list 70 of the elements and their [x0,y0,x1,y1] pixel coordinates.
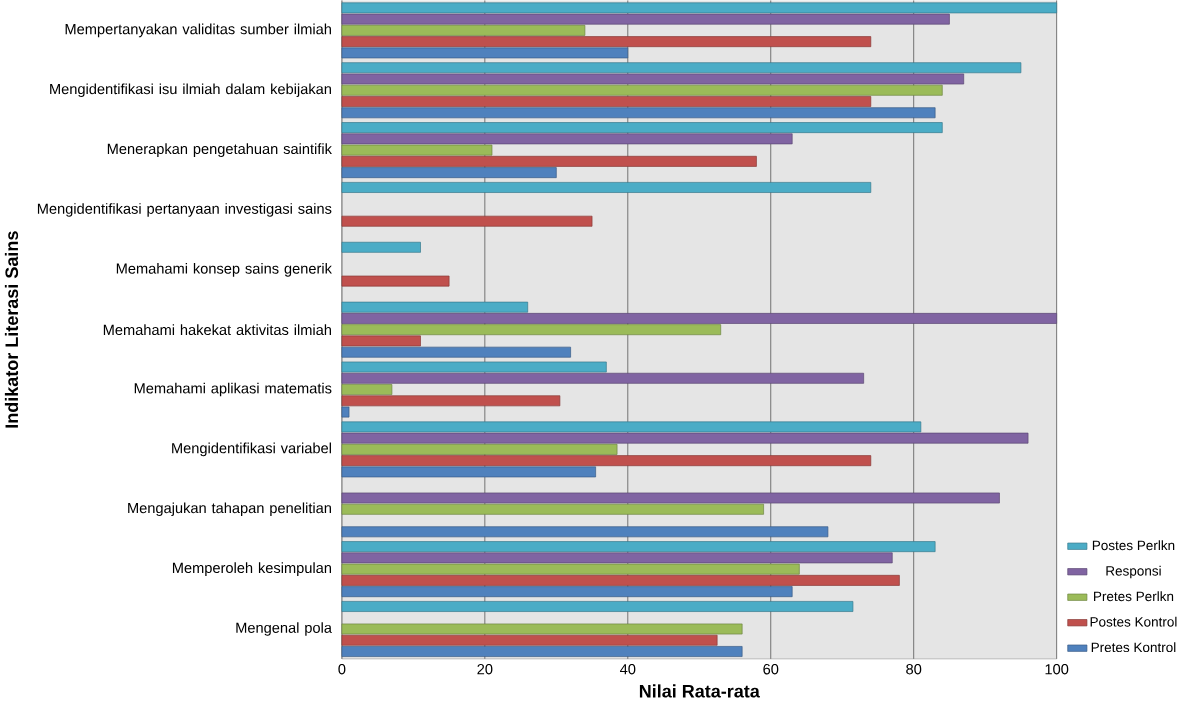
bar [341,62,1022,73]
bar [341,324,722,335]
y-axis-title: Indikator Literasi Sains [4,231,19,428]
bar [341,133,793,145]
x-tick-label: 20 [477,663,493,675]
bar [341,455,872,466]
bar [341,155,757,167]
bar [341,335,421,347]
bar [341,301,529,313]
y-tick-label: Memahami konsep sains generik [116,262,332,277]
bar [341,492,1000,504]
bar [341,312,1057,324]
y-tick-label: Mengidentifikasi isu ilmiah dalam kebijakan [50,83,331,97]
bar [341,95,872,107]
x-tick-label: 40 [619,663,636,675]
bar [341,181,872,193]
bar [341,466,596,478]
bar [341,107,936,118]
y-tick-label: Memahami hakekat aktivitas ilmiah [103,324,331,335]
bar [341,540,936,552]
bar [341,421,922,433]
bar [341,166,557,178]
bar [341,526,829,537]
y-tick-label: Memahami aplikasi matematis [134,382,332,397]
bar [341,241,421,253]
bar [341,406,350,418]
bar [341,47,629,59]
y-tick-label: Mengidentifikasi pertanyaan investigasi sains [37,202,332,217]
bar [341,623,743,635]
bar [341,383,393,395]
bar [341,645,743,657]
bar [341,2,1057,14]
legend-label: Postes Kontrol [1090,616,1177,627]
bar [341,563,800,575]
bar [341,121,943,133]
bar [341,24,586,36]
bar [341,395,561,406]
y-tick-label: Memperoleh kesimpulan [172,562,331,576]
legend-label: Pretes Perlkn [1094,591,1174,601]
bar [341,600,854,612]
bar [341,13,950,25]
bar [341,586,793,597]
x-tick-label: 80 [906,663,922,675]
y-tick-label: Mengenal pola [236,621,332,636]
bar [341,215,593,227]
legend-label: Pretes Kontrol [1091,642,1176,652]
bar [341,432,1029,444]
bar [341,36,872,47]
bar [341,552,893,564]
bar [341,372,864,384]
bar [341,634,718,646]
y-tick-label: Mempertanyakan validitas sumber ilmiah [65,23,331,37]
legend-label: Responsi [1106,565,1161,579]
bar [341,503,764,515]
bar [341,574,900,586]
x-tick-label: 100 [1045,663,1069,675]
x-tick-label: 0 [338,663,346,675]
y-tick-label: Mengidentifikasi variabel [172,442,331,457]
bar [341,275,450,287]
x-axis-title: Nilai Rata-rata [639,684,760,698]
bar [341,361,607,373]
bar [341,84,943,96]
y-tick-label: Menerapkan pengetahuan saintifik [107,143,332,157]
x-tick-label: 60 [763,663,779,675]
legend-label: Postes Perlkn [1092,540,1175,550]
bar [341,346,571,358]
bar [341,443,618,455]
bar [341,144,493,156]
y-tick-label: Mengajukan tahapan penelitian [128,502,331,516]
bar [341,73,965,85]
